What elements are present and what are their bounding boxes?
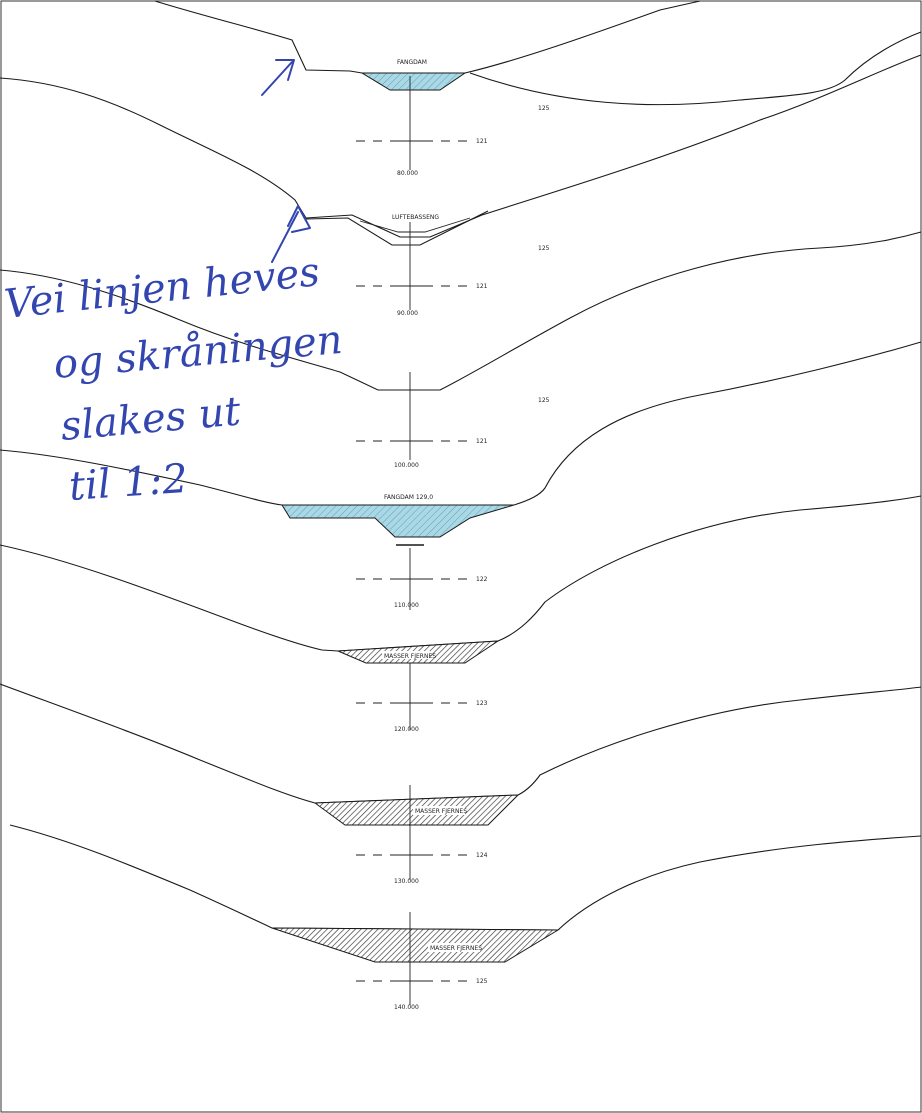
label-bg	[413, 806, 465, 815]
station-label: 140.000	[394, 1004, 419, 1011]
terrain-left	[0, 341, 922, 506]
note-line-3: slakes ut	[59, 388, 243, 450]
terrain-right-upper	[469, 31, 922, 106]
structure-label: FANGDAM	[397, 59, 427, 66]
elevation-label: 121	[476, 138, 488, 145]
station-label: 120.000	[394, 726, 419, 733]
terrain-profile	[9, 824, 922, 931]
excavation-hatch	[271, 927, 560, 963]
terrain-profile	[305, 214, 483, 238]
label-bg	[428, 943, 480, 952]
grid-label: 125	[538, 105, 550, 112]
note-line-1: Vei linjen heves	[2, 249, 322, 328]
section-110000: FANGDAM 129,0 122 110.000	[0, 341, 922, 610]
elevation-label: 125	[476, 978, 488, 985]
arrow-lower	[271, 205, 311, 263]
structure-label: MASSER FJERNES	[384, 653, 436, 660]
basin-outline	[305, 210, 489, 246]
elevation-label: 121	[476, 283, 488, 290]
section-80000: FANGDAM 125 121 80.000	[0, 0, 922, 219]
arrow-upper	[261, 59, 295, 96]
station-label: 100.000	[394, 462, 419, 469]
section-140000: MASSER FJERNES 125 140.000	[9, 824, 922, 1011]
terrain-profile	[154, 0, 701, 74]
fangdam-water	[360, 72, 467, 91]
structure-label: MASSER FJERNES	[430, 945, 482, 952]
elevation-label: 122	[476, 576, 488, 583]
section-100000: 125 121 100.000	[0, 231, 922, 469]
elevation-label: 123	[476, 700, 488, 707]
note-line-4: til 1:2	[67, 456, 189, 510]
structure-label: LUFTEBASSENG	[392, 214, 439, 221]
section-130000: MASSER FJERNES 124 130.000	[0, 683, 922, 885]
terrain-profile	[0, 495, 922, 652]
elevation-label: 121	[476, 438, 488, 445]
fangdam-water	[281, 504, 515, 538]
label-bg	[382, 651, 430, 659]
station-label: 130.000	[394, 878, 419, 885]
handwritten-note: Vei linjen heves og skråningen slakes ut…	[2, 249, 344, 510]
grid-label: 125	[538, 245, 550, 252]
station-label: 110.000	[394, 602, 419, 609]
terrain-left	[0, 231, 922, 391]
section-120000: MASSER FJERNES 123 120.000	[0, 495, 922, 733]
basin-inner	[359, 217, 471, 233]
elevation-label: 124	[476, 852, 488, 859]
section-90000: LUFTEBASSENG 125 121 90.000	[305, 54, 922, 317]
terrain-right	[481, 54, 922, 216]
station-label: 80.000	[397, 170, 418, 177]
terrain-left-long	[0, 77, 307, 219]
terrain-profile	[0, 683, 922, 804]
structure-label: MASSER FJERNES	[415, 808, 467, 815]
handwritten-arrows	[261, 59, 311, 263]
station-label: 90.000	[397, 310, 418, 317]
structure-label: FANGDAM 129,0	[384, 494, 433, 501]
grid-label: 125	[538, 397, 550, 404]
